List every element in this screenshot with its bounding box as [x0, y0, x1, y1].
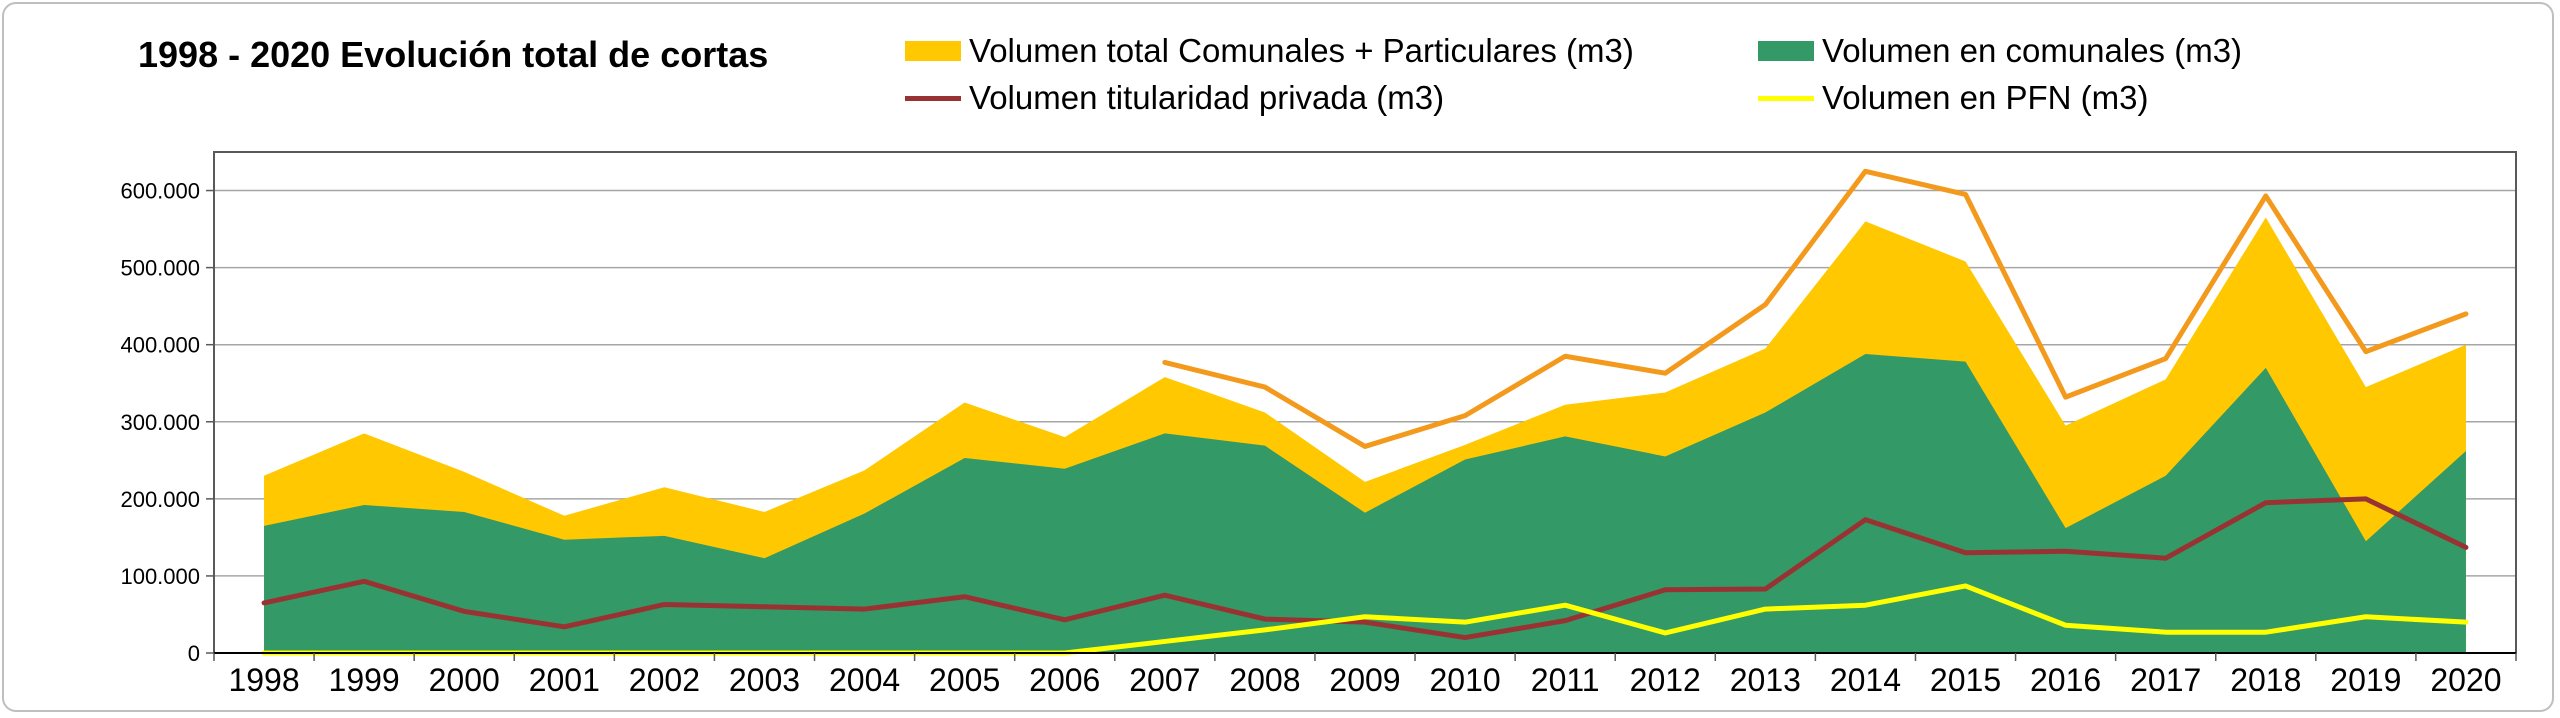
x-tick-label: 2003 — [729, 662, 800, 698]
legend-item-total: Volumen total Comunales + Particulares (… — [905, 32, 1634, 70]
x-tick-label: 2004 — [829, 662, 900, 698]
x-tick-label: 2001 — [529, 662, 600, 698]
x-tick-label: 1998 — [228, 662, 299, 698]
legend-item-comunales: Volumen en comunales (m3) — [1758, 32, 2242, 70]
area-series-comunales — [264, 353, 2466, 653]
chart-title: 1998 - 2020 Evolución total de cortas — [138, 34, 769, 75]
series-privada-line — [261, 496, 2469, 641]
x-tick-label: 2017 — [2130, 662, 2201, 698]
x-tick-label: 2019 — [2330, 662, 2401, 698]
x-tick-label: 2010 — [1429, 662, 1500, 698]
y-tick-label: 200.000 — [120, 487, 200, 512]
legend-item-pfn: Volumen en PFN (m3) — [1758, 79, 2148, 117]
x-tick-label: 2009 — [1329, 662, 1400, 698]
series-total-line — [1162, 168, 2469, 449]
y-tick-label: 0 — [188, 641, 200, 666]
legend-label-privada: Volumen titularidad privada (m3) — [969, 79, 1445, 116]
x-tick-label: 2002 — [629, 662, 700, 698]
legend-label-pfn: Volumen en PFN (m3) — [1822, 79, 2149, 116]
x-tick-label: 2011 — [1531, 662, 1600, 698]
x-tick-label: 1999 — [329, 662, 400, 698]
legend-label-comunales: Volumen en comunales (m3) — [1822, 32, 2243, 69]
y-tick-label: 500.000 — [120, 256, 200, 281]
legend-swatch-privada — [905, 95, 961, 101]
x-tick-label: 2012 — [1630, 662, 1701, 698]
x-tick-label: 2015 — [1930, 662, 2001, 698]
x-tick-label: 2014 — [1830, 662, 1901, 698]
y-tick-label: 100.000 — [120, 564, 200, 589]
x-tick-label: 2007 — [1129, 662, 1200, 698]
legend-swatch-comunales — [1758, 41, 1814, 61]
x-tick-label: 2020 — [2430, 662, 2501, 698]
x-tick-label: 2016 — [2030, 662, 2101, 698]
x-tick-label: 2018 — [2230, 662, 2301, 698]
y-tick-label: 300.000 — [120, 410, 200, 435]
y-tick-label: 400.000 — [120, 333, 200, 358]
x-tick-label: 2005 — [929, 662, 1000, 698]
x-tick-label: 2013 — [1730, 662, 1801, 698]
x-tick-label: 2008 — [1229, 662, 1300, 698]
legend-label-total: Volumen total Comunales + Particulares (… — [969, 32, 1634, 69]
x-tick-label: 2006 — [1029, 662, 1100, 698]
x-tick-label: 2000 — [429, 662, 500, 698]
legend-swatch-pfn — [1758, 95, 1814, 101]
legend-item-privada: Volumen titularidad privada (m3) — [905, 79, 1444, 117]
y-tick-label: 600.000 — [120, 179, 200, 204]
legend-swatch-total — [905, 41, 961, 61]
